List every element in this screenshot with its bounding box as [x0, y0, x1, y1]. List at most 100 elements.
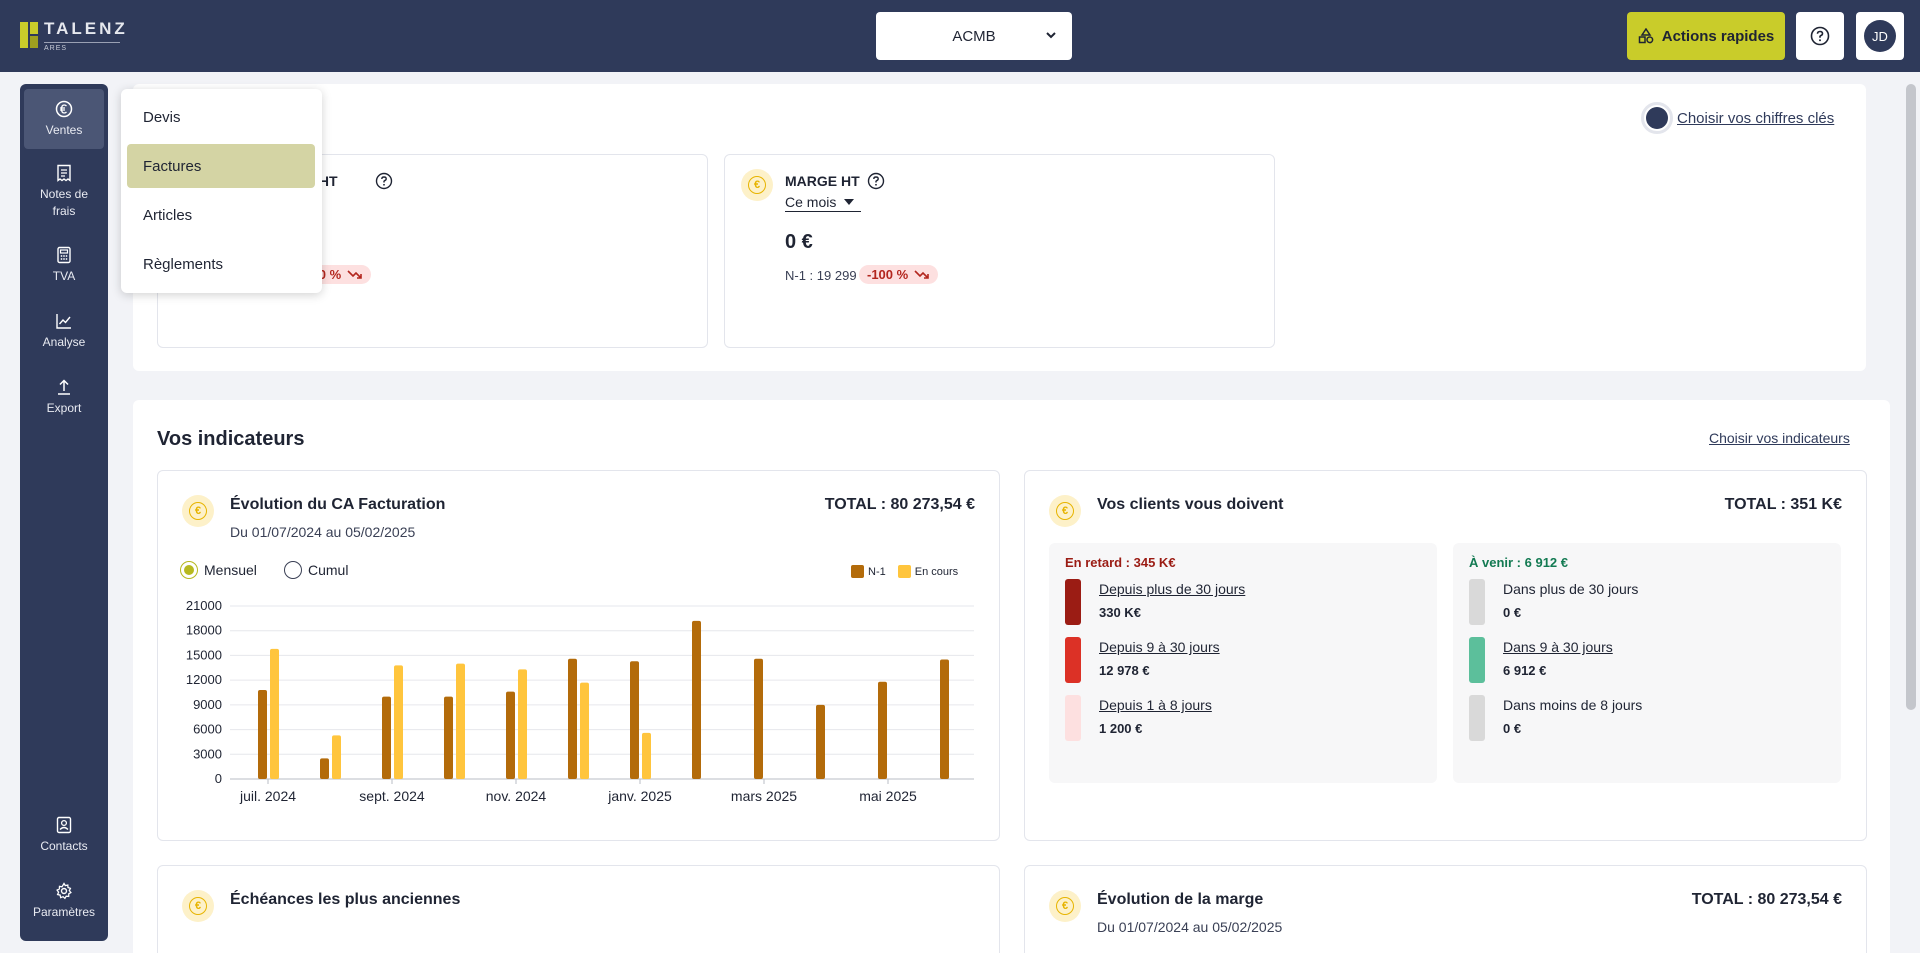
late-header: En retard : 345 K€ — [1065, 555, 1176, 570]
owed-row: Dans 9 à 30 jours 6 912 € — [1469, 637, 1829, 685]
menu-item-devis[interactable]: Devis — [143, 108, 181, 126]
trend-down-icon — [914, 269, 930, 279]
bar-prev[interactable] — [568, 658, 577, 779]
owed-row: Depuis 1 à 8 jours 1 200 € — [1065, 695, 1425, 743]
card-period: Du 01/07/2024 au 05/02/2025 — [230, 524, 416, 540]
scrollbar-thumb[interactable] — [1906, 84, 1916, 710]
radio-cumul[interactable]: Cumul — [284, 561, 348, 579]
toggle-icon[interactable] — [1641, 102, 1673, 134]
period-select[interactable]: Ce mois — [785, 192, 861, 212]
sidebar-item-contacts[interactable]: Contacts — [24, 805, 104, 865]
talenz-logo[interactable]: TALENZ ARES — [20, 18, 125, 52]
bar-prev[interactable] — [320, 758, 329, 779]
card-title: Évolution de la marge — [1097, 891, 1264, 908]
card-title: Évolution du CA Facturation — [230, 496, 446, 513]
chart-icon — [56, 313, 71, 329]
upload-icon — [58, 378, 70, 395]
y-tick-label: 18000 — [186, 623, 222, 638]
owed-row-label[interactable]: Depuis 1 à 8 jours — [1099, 697, 1212, 713]
key-figure-prev: N-1 : 19 299 € — [785, 268, 868, 283]
sidebar-item-label: Contacts — [40, 838, 88, 853]
ca-evolution-card: € Évolution du CA Facturation TOTAL : 80… — [157, 470, 1000, 841]
sidebar-item-label: Notes de frais — [39, 187, 89, 218]
bar-current[interactable] — [270, 648, 279, 779]
key-figure-value: 0 € — [785, 231, 813, 253]
radio-mensuel[interactable]: Mensuel — [180, 561, 257, 579]
sidebar-item-tva[interactable]: TVA — [24, 235, 104, 295]
owed-row-label[interactable]: Dans 9 à 30 jours — [1503, 639, 1613, 655]
late-box: En retard : 345 K€ Depuis plus de 30 jou… — [1049, 543, 1437, 783]
sidebar-item-notes-de-frais[interactable]: Notes de frais — [24, 159, 104, 225]
bar-prev[interactable] — [630, 661, 639, 779]
bar-current[interactable] — [642, 732, 651, 779]
owed-row-label[interactable]: Depuis 9 à 30 jours — [1099, 639, 1220, 655]
bar-prev[interactable] — [444, 696, 453, 779]
bar-current[interactable] — [580, 682, 589, 779]
trend-badge: -100 % — [859, 265, 939, 284]
menu-item-factures[interactable]: Factures — [127, 144, 315, 188]
legend-swatch-prev — [851, 565, 864, 578]
company-select[interactable]: ACMB — [876, 12, 1072, 60]
owed-row-value: 0 € — [1503, 721, 1522, 736]
owed-row-label[interactable]: Depuis plus de 30 jours — [1099, 581, 1246, 597]
radio-label: Mensuel — [204, 562, 257, 578]
choose-key-figures-link[interactable]: Choisir vos chiffres clés — [1677, 109, 1835, 127]
receipt-icon — [57, 164, 71, 182]
logo-mark-icon — [20, 22, 38, 48]
user-menu-button[interactable]: JD — [1856, 12, 1904, 60]
trend-down-icon — [347, 269, 363, 279]
owed-row: Dans moins de 8 jours 0 € — [1469, 695, 1829, 743]
quick-actions-button[interactable]: Actions rapides — [1627, 12, 1785, 60]
owed-color-bar — [1469, 579, 1485, 625]
sidebar: Ventes Notes de frais TVA Analyse Export… — [20, 84, 108, 941]
card-title: Vos clients vous doivent — [1097, 496, 1284, 513]
ventes-menu: Devis Factures Articles Règlements — [121, 89, 322, 293]
coin-icon: € — [1049, 890, 1081, 922]
help-icon[interactable] — [867, 172, 885, 190]
contact-icon — [56, 816, 72, 833]
radio-unchecked-icon — [284, 561, 302, 579]
sidebar-item-analyse[interactable]: Analyse — [24, 301, 104, 361]
help-button[interactable] — [1796, 12, 1844, 60]
bar-prev[interactable] — [754, 658, 763, 779]
owed-row-label: Dans plus de 30 jours — [1503, 581, 1639, 597]
bar-prev[interactable] — [878, 681, 887, 779]
bar-prev[interactable] — [258, 690, 267, 779]
y-tick-label: 21000 — [186, 598, 222, 613]
sidebar-item-parametres[interactable]: Paramètres — [24, 871, 104, 931]
bar-prev[interactable] — [940, 659, 949, 779]
menu-item-articles[interactable]: Articles — [143, 206, 193, 224]
key-figures-panel: Choisir vos chiffres clés ON HT -100 % €… — [133, 84, 1866, 371]
quick-actions-label: Actions rapides — [1661, 27, 1775, 45]
x-tick-label: sept. 2024 — [359, 788, 425, 804]
help-icon[interactable] — [375, 172, 393, 190]
coin-icon: € — [741, 169, 773, 201]
bar-current[interactable] — [332, 735, 341, 779]
choose-indicators-link[interactable]: Choisir vos indicateurs — [1709, 430, 1850, 446]
indicators-panel: Vos indicateurs Choisir vos indicateurs … — [133, 400, 1890, 953]
owed-row: Depuis 9 à 30 jours 12 978 € — [1065, 637, 1425, 685]
bar-prev[interactable] — [692, 620, 701, 779]
owed-row-value: 1 200 € — [1099, 721, 1143, 736]
bar-current[interactable] — [518, 669, 527, 779]
sidebar-item-ventes[interactable]: Ventes — [24, 89, 104, 149]
card-total: TOTAL : 80 273,54 € — [1691, 891, 1842, 908]
chart-legend: N-1 En cours — [851, 565, 958, 578]
x-tick-label: mai 2025 — [859, 788, 917, 804]
bar-prev[interactable] — [382, 696, 391, 779]
card-total: TOTAL : 80 273,54 € — [824, 496, 975, 513]
bar-current[interactable] — [456, 663, 465, 779]
sidebar-item-export[interactable]: Export — [24, 367, 104, 427]
bar-prev[interactable] — [816, 704, 825, 779]
bar-prev[interactable] — [506, 691, 515, 779]
x-tick-label: nov. 2024 — [486, 788, 547, 804]
menu-item-reglements[interactable]: Règlements — [143, 255, 224, 273]
bar-current[interactable] — [394, 665, 403, 779]
legend-swatch-current — [897, 565, 911, 578]
choose-key-figures[interactable]: Choisir vos chiffres clés — [1641, 102, 1920, 134]
coin-icon: € — [182, 890, 214, 922]
euro-icon — [55, 100, 73, 117]
trend-badge-value: -100 % — [867, 267, 909, 282]
clients-owe-card: € Vos clients vous doivent TOTAL : 351 K… — [1024, 470, 1867, 841]
owed-color-bar — [1065, 695, 1081, 741]
